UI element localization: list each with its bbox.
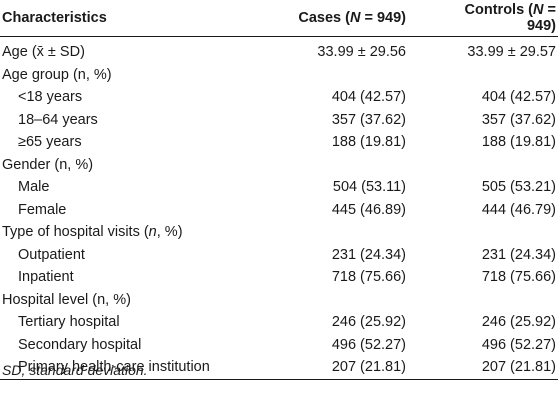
row-controls: 718 (75.66) [481,269,556,286]
row-label: 18–64 years [18,111,98,128]
characteristics-table: Characteristics Cases (N = 949) Controls… [0,0,558,379]
row-controls [432,221,558,244]
table-row: Primary health-care institution 207 (21.… [0,356,558,379]
row-label: Inpatient [18,269,74,286]
row-cases: 188 (19.81) [331,134,406,151]
row-label: Gender (n, %) [2,156,94,173]
table-row: Age (x̄ ± SD) 33.99 ± 29.56 33.99 ± 29.5… [0,37,558,64]
row-label: Secondary hospital [18,336,142,353]
row-label: <18 years [18,89,83,106]
row-cases: 504 (53.11) [332,179,406,196]
row-cases: 496 (52.27) [331,336,406,353]
row-cases: 231 (24.34) [331,246,406,263]
table-row: Age group (n, %) [0,64,558,87]
table-footnote: SD, standard deviation. [2,362,148,378]
row-label: Age group (n, %) [2,66,112,83]
row-controls: 207 (21.81) [481,359,556,376]
row-cases: 718 (75.66) [331,269,406,286]
row-controls: 246 (25.92) [481,314,556,331]
row-cases: 357 (37.62) [331,111,406,128]
row-label: Tertiary hospital [18,314,120,331]
row-cases: 445 (46.89) [331,201,406,218]
row-label: Outpatient [18,246,85,263]
row-label: Primary health-care institution [18,359,210,376]
row-label: Age (x̄ ± SD) [2,44,85,61]
row-controls: 357 (37.62) [481,111,556,128]
row-controls: 496 (52.27) [481,336,556,353]
table-row: Outpatient 231 (24.34) 231 (24.34) [0,244,558,267]
row-cases [256,289,432,312]
row-label: Type of hospital visits (n, %) [2,224,183,241]
row-cases [256,221,432,244]
row-controls: 33.99 ± 29.57 [467,44,556,61]
row-controls: 404 (42.57) [481,89,556,106]
table-row: Hospital level (n, %) [0,289,558,312]
table-row: Secondary hospital 496 (52.27) 496 (52.2… [0,334,558,357]
row-label: ≥65 years [18,134,82,151]
header-cases: Cases (N = 949) [298,10,406,26]
table-header-row: Characteristics Cases (N = 949) Controls… [0,0,558,37]
header-controls: Controls (N = 949) [464,2,556,34]
row-controls: 188 (19.81) [481,134,556,151]
row-controls: 505 (53.21) [481,179,556,196]
table-row: Inpatient 718 (75.66) 718 (75.66) [0,266,558,289]
table-row: Tertiary hospital 246 (25.92) 246 (25.92… [0,311,558,334]
table-row: Type of hospital visits (n, %) [0,221,558,244]
row-label: Female [18,201,67,218]
row-label: Hospital level (n, %) [2,291,131,308]
row-controls [432,289,558,312]
row-label: Male [18,179,50,196]
row-cases [256,154,432,177]
table-row: 18–64 years 357 (37.62) 357 (37.62) [0,109,558,132]
row-cases: 246 (25.92) [331,314,406,331]
table-row: ≥65 years 188 (19.81) 188 (19.81) [0,131,558,154]
row-controls [432,154,558,177]
table-row: Gender (n, %) [0,154,558,177]
row-cases: 207 (21.81) [331,359,406,376]
row-controls [432,64,558,87]
row-cases: 404 (42.57) [331,89,406,106]
row-controls: 444 (46.79) [481,201,556,218]
header-characteristics: Characteristics [2,10,107,26]
table-row: Male 504 (53.11) 505 (53.21) [0,176,558,199]
table-row: <18 years 404 (42.57) 404 (42.57) [0,86,558,109]
row-cases [256,64,432,87]
table-row: Female 445 (46.89) 444 (46.79) [0,199,558,222]
row-controls: 231 (24.34) [481,246,556,263]
row-cases: 33.99 ± 29.56 [317,44,406,61]
